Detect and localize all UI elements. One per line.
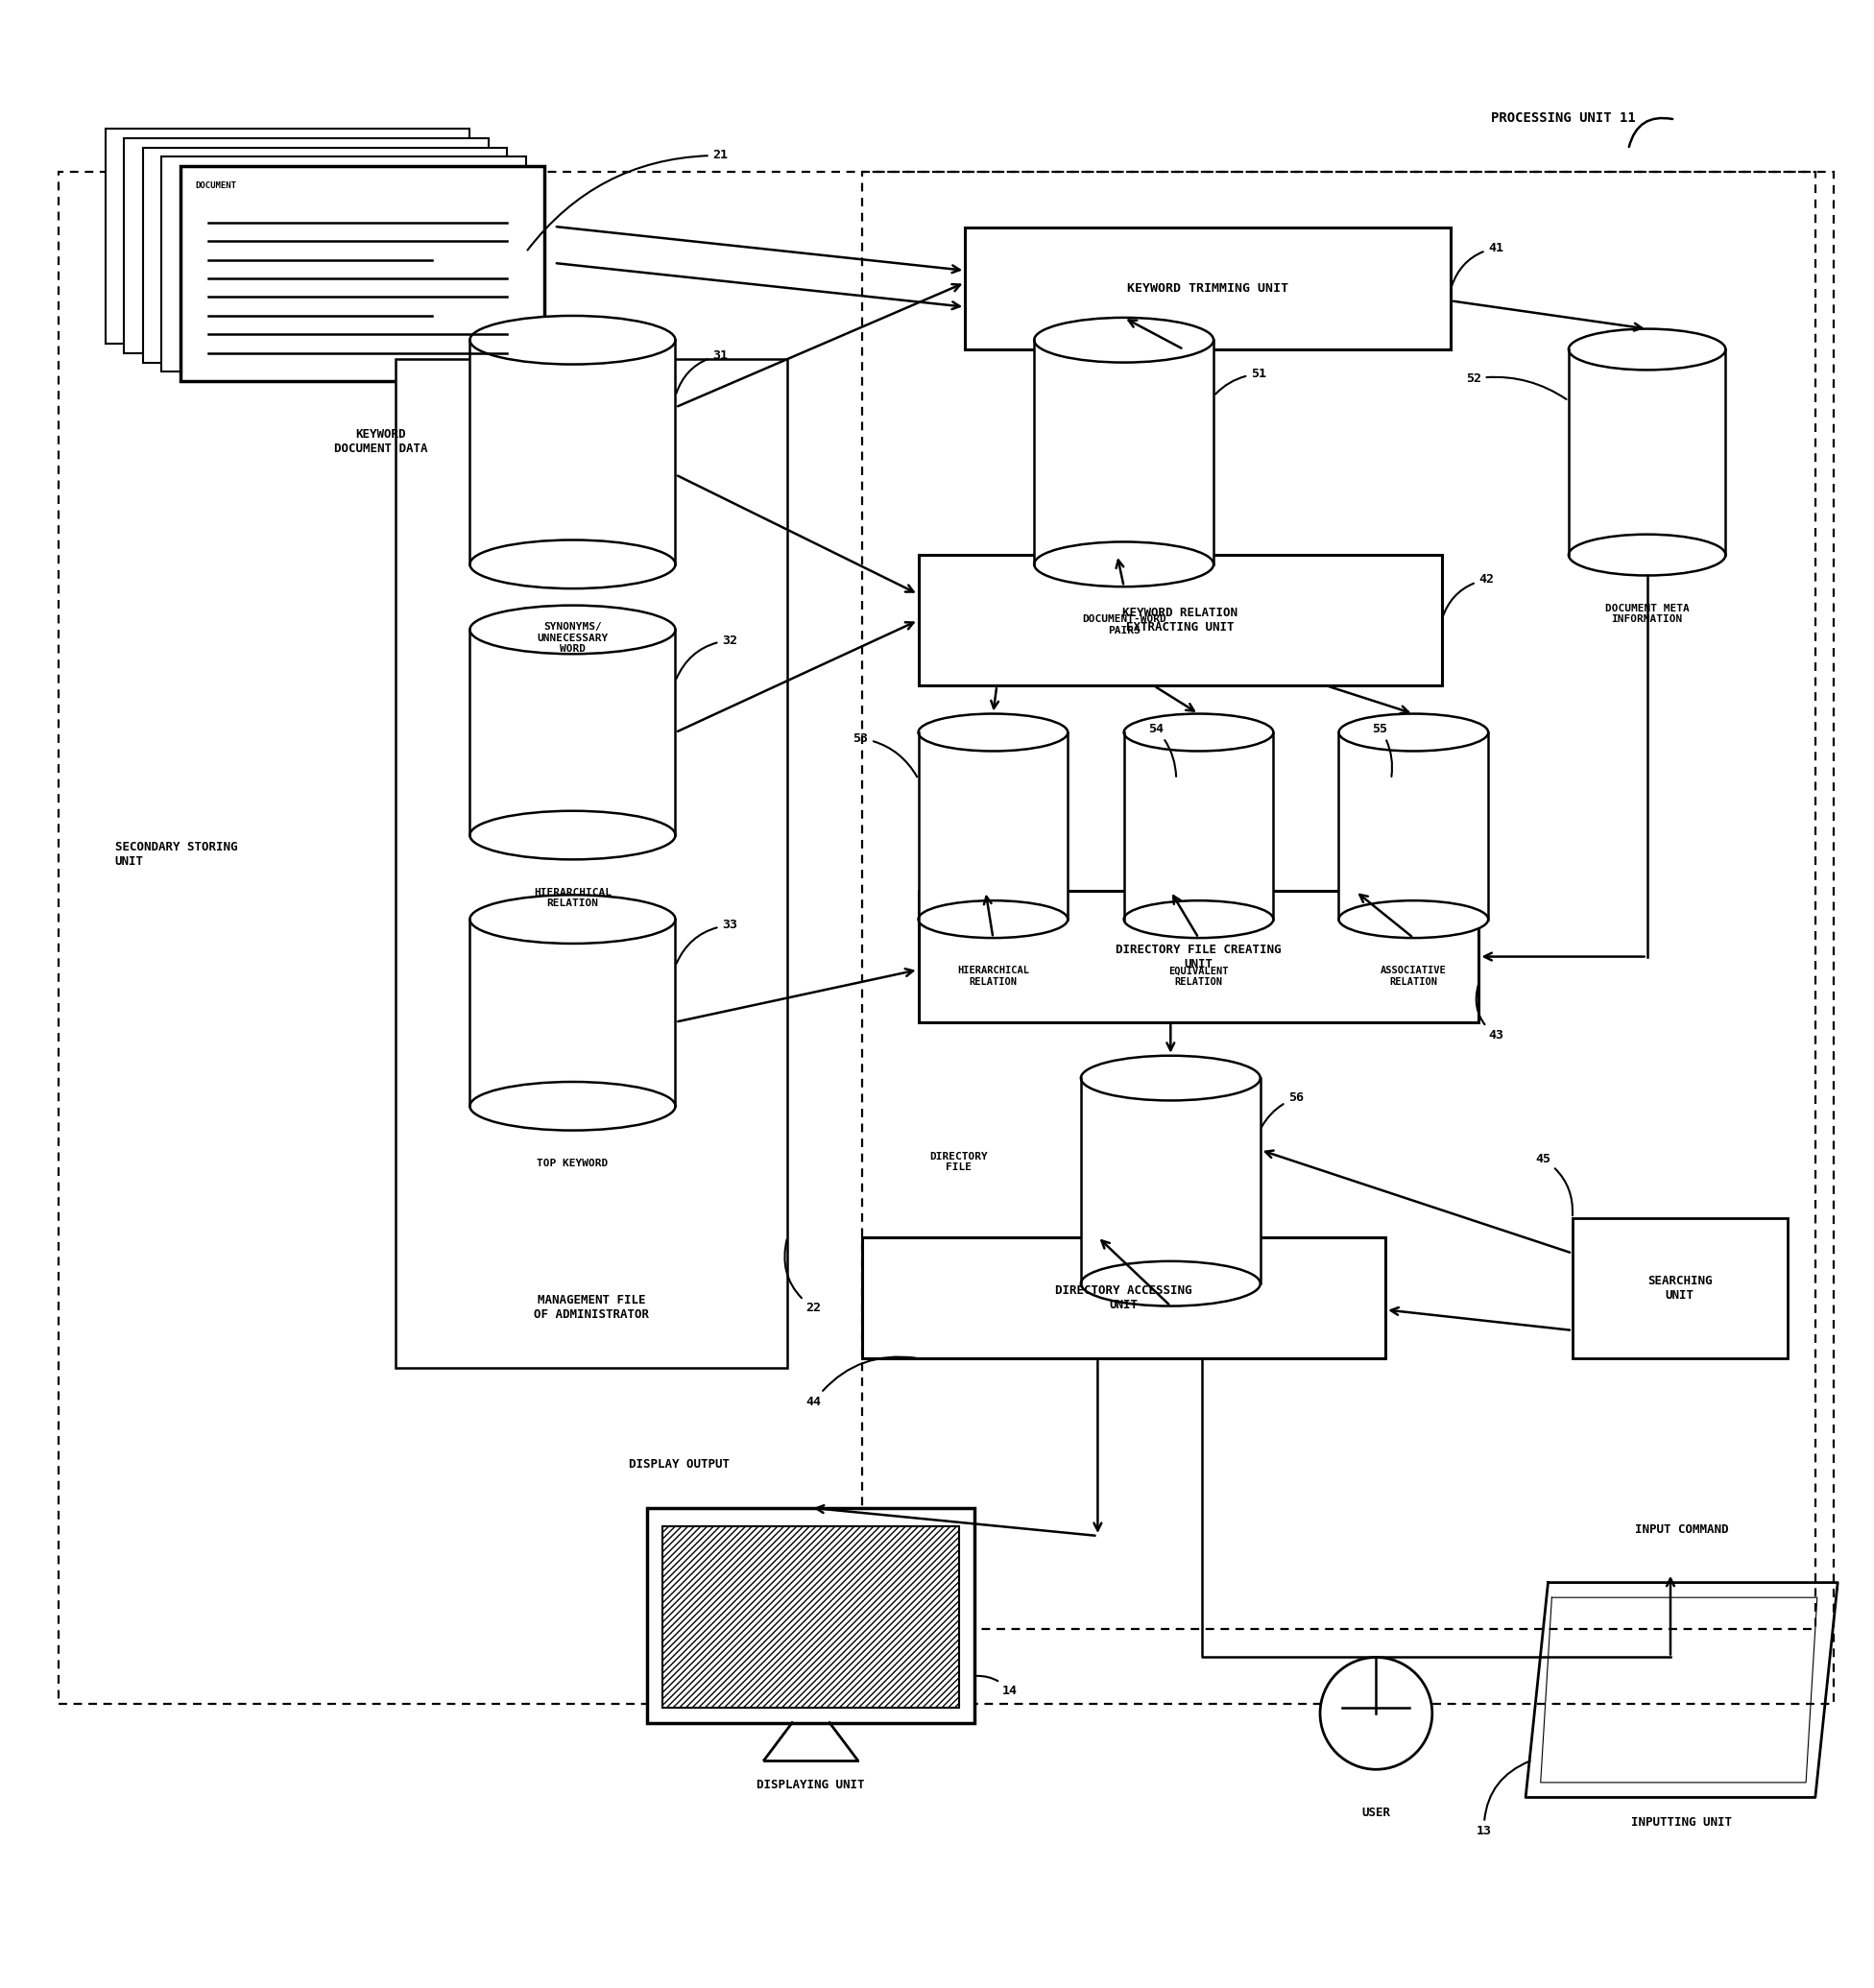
Text: SEARCHING
UNIT: SEARCHING UNIT [1647,1274,1713,1302]
Text: EQUIVALENT
RELATION: EQUIVALENT RELATION [1169,966,1229,986]
Text: DOCUMENT: DOCUMENT [195,181,236,191]
Text: 55: 55 [1372,724,1392,777]
Ellipse shape [1124,714,1272,751]
Text: INPUT COMMAND: INPUT COMMAND [1634,1523,1728,1537]
Ellipse shape [1034,318,1214,362]
Bar [58,171,1835,1704]
Bar [965,229,1450,350]
Text: DISPLAY OUTPUT: DISPLAY OUTPUT [628,1457,729,1471]
Ellipse shape [918,714,1068,751]
Text: 32: 32 [677,634,738,678]
Bar [1572,1219,1788,1358]
Ellipse shape [1338,901,1488,938]
Bar [142,147,508,362]
Bar [662,1527,959,1708]
Text: DOCUMENT-WORD
PAIRS: DOCUMENT-WORD PAIRS [1081,614,1166,636]
Bar [1034,340,1214,565]
Text: 21: 21 [527,149,729,250]
Ellipse shape [1569,535,1726,575]
Text: MANAGEMENT FILE
OF ADMINISTRATOR: MANAGEMENT FILE OF ADMINISTRATOR [534,1294,648,1320]
Text: 14: 14 [976,1676,1018,1698]
Text: ASSOCIATIVE
RELATION: ASSOCIATIVE RELATION [1381,966,1447,986]
Text: 41: 41 [1452,243,1503,286]
Circle shape [1319,1658,1432,1769]
Bar [918,732,1068,918]
Text: DIRECTORY
FILE: DIRECTORY FILE [930,1151,988,1173]
Bar [918,555,1441,686]
Text: 42: 42 [1443,573,1494,618]
Bar [1569,350,1726,555]
Bar [918,891,1479,1022]
Ellipse shape [1034,543,1214,586]
Ellipse shape [1338,714,1488,751]
Text: 22: 22 [785,1239,821,1314]
Text: USER: USER [1362,1807,1391,1819]
Text: HIERARCHICAL
RELATION: HIERARCHICAL RELATION [534,887,611,909]
Text: 43: 43 [1477,986,1503,1042]
Text: DIRECTORY FILE CREATING
UNIT: DIRECTORY FILE CREATING UNIT [1115,942,1282,970]
Bar [105,129,470,344]
Bar [124,139,489,354]
Text: HIERARCHICAL
RELATION: HIERARCHICAL RELATION [958,966,1029,986]
Text: KEYWORD RELATION
EXTRACTING UNIT: KEYWORD RELATION EXTRACTING UNIT [1123,606,1237,634]
Text: 52: 52 [1465,372,1567,400]
Bar [470,630,675,835]
Bar [647,1507,974,1724]
Text: SYNONYMS/
UNNECESSARY
WORD: SYNONYMS/ UNNECESSARY WORD [538,622,609,654]
Text: KEYWORD
DOCUMENT DATA: KEYWORD DOCUMENT DATA [334,427,427,455]
Text: 56: 56 [1261,1091,1304,1127]
Text: 53: 53 [853,732,916,777]
Ellipse shape [470,895,675,944]
Text: DOCUMENT META
INFORMATION: DOCUMENT META INFORMATION [1604,604,1688,624]
Ellipse shape [470,541,675,588]
Ellipse shape [1081,1260,1261,1306]
Text: INPUTTING UNIT: INPUTTING UNIT [1630,1817,1732,1829]
Bar [1124,732,1272,918]
Text: TOP KEYWORD: TOP KEYWORD [538,1159,609,1169]
Text: DISPLAYING UNIT: DISPLAYING UNIT [757,1779,866,1791]
Text: 51: 51 [1216,368,1267,394]
Text: PROCESSING UNIT 11: PROCESSING UNIT 11 [1490,111,1636,125]
Text: SECONDARY STORING
UNIT: SECONDARY STORING UNIT [114,841,238,867]
Bar [1081,1077,1261,1284]
Bar [180,167,545,382]
Ellipse shape [1569,328,1726,370]
Text: 45: 45 [1535,1153,1572,1215]
Ellipse shape [918,901,1068,938]
Ellipse shape [470,1081,675,1131]
Bar [862,1237,1385,1358]
Bar [161,157,527,372]
Text: 31: 31 [677,350,729,394]
Bar [1338,732,1488,918]
Ellipse shape [1081,1056,1261,1101]
Text: KEYWORD TRIMMING UNIT: KEYWORD TRIMMING UNIT [1128,282,1289,294]
Bar [395,358,787,1368]
Text: 44: 44 [806,1358,916,1408]
Bar [862,171,1816,1630]
Bar [470,918,675,1105]
Bar [470,340,675,565]
Ellipse shape [1124,901,1272,938]
Text: 33: 33 [677,918,738,964]
Text: DIRECTORY ACCESSING
UNIT: DIRECTORY ACCESSING UNIT [1055,1284,1192,1310]
Ellipse shape [470,811,675,859]
Ellipse shape [470,606,675,654]
Ellipse shape [470,316,675,364]
Text: 54: 54 [1149,724,1177,777]
Text: 13: 13 [1477,1761,1529,1837]
